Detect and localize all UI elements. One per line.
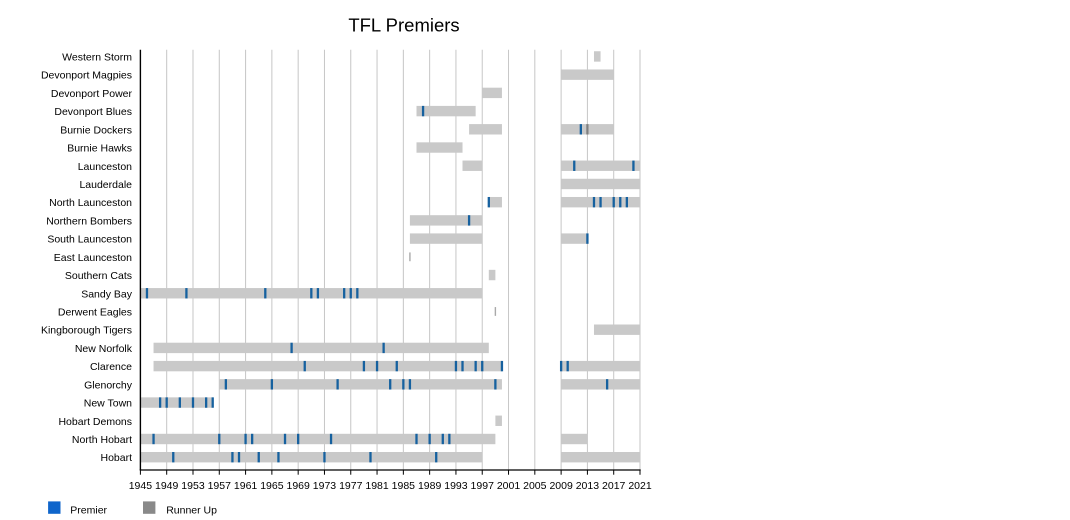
svg-text:1997: 1997 [471,480,495,492]
svg-text:North Hobart: North Hobart [72,434,132,446]
svg-text:Burnie Dockers: Burnie Dockers [60,124,132,136]
svg-text:2009: 2009 [549,480,573,492]
svg-text:Launceston: Launceston [78,161,132,173]
svg-text:Clarence: Clarence [90,361,132,373]
svg-text:Hobart: Hobart [100,452,132,464]
svg-text:Derwent Eagles: Derwent Eagles [58,306,132,318]
svg-text:Sandy Bay: Sandy Bay [81,288,133,300]
svg-text:1957: 1957 [208,480,232,492]
svg-text:New Town: New Town [84,398,132,410]
svg-text:South Launceston: South Launceston [47,234,132,246]
svg-text:Glenorchy: Glenorchy [84,379,133,391]
svg-text:1981: 1981 [365,480,389,492]
svg-text:Devonport Blues: Devonport Blues [54,106,132,118]
svg-text:Runner Up: Runner Up [166,504,217,516]
svg-text:2017: 2017 [602,480,626,492]
svg-text:1961: 1961 [234,480,258,492]
svg-text:1945: 1945 [129,480,153,492]
svg-text:2021: 2021 [628,480,652,492]
svg-text:Burnie Hawks: Burnie Hawks [67,143,132,155]
svg-text:1993: 1993 [444,480,468,492]
svg-text:Premier: Premier [70,504,107,516]
svg-text:Western Storm: Western Storm [62,51,132,63]
svg-text:East Launceston: East Launceston [54,252,132,264]
svg-text:Kingborough Tigers: Kingborough Tigers [41,325,132,337]
svg-text:TFL Premiers: TFL Premiers [348,15,459,36]
svg-text:Devonport Magpies: Devonport Magpies [41,70,132,82]
svg-text:1953: 1953 [181,480,205,492]
svg-text:1973: 1973 [313,480,337,492]
svg-text:1969: 1969 [286,480,310,492]
svg-text:North Launceston: North Launceston [49,197,132,209]
svg-text:Southern Cats: Southern Cats [65,270,132,282]
svg-text:1949: 1949 [155,480,179,492]
svg-text:Devonport Power: Devonport Power [51,88,133,100]
svg-text:2001: 2001 [497,480,521,492]
svg-text:Hobart Demons: Hobart Demons [58,416,132,428]
svg-text:1985: 1985 [392,480,416,492]
svg-text:1989: 1989 [418,480,442,492]
svg-text:1965: 1965 [260,480,284,492]
svg-text:Lauderdale: Lauderdale [79,179,132,191]
svg-text:Northern Bombers: Northern Bombers [46,215,132,227]
svg-text:New Norfolk: New Norfolk [75,343,133,355]
svg-text:2005: 2005 [523,480,547,492]
svg-text:1977: 1977 [339,480,363,492]
svg-text:2013: 2013 [576,480,600,492]
